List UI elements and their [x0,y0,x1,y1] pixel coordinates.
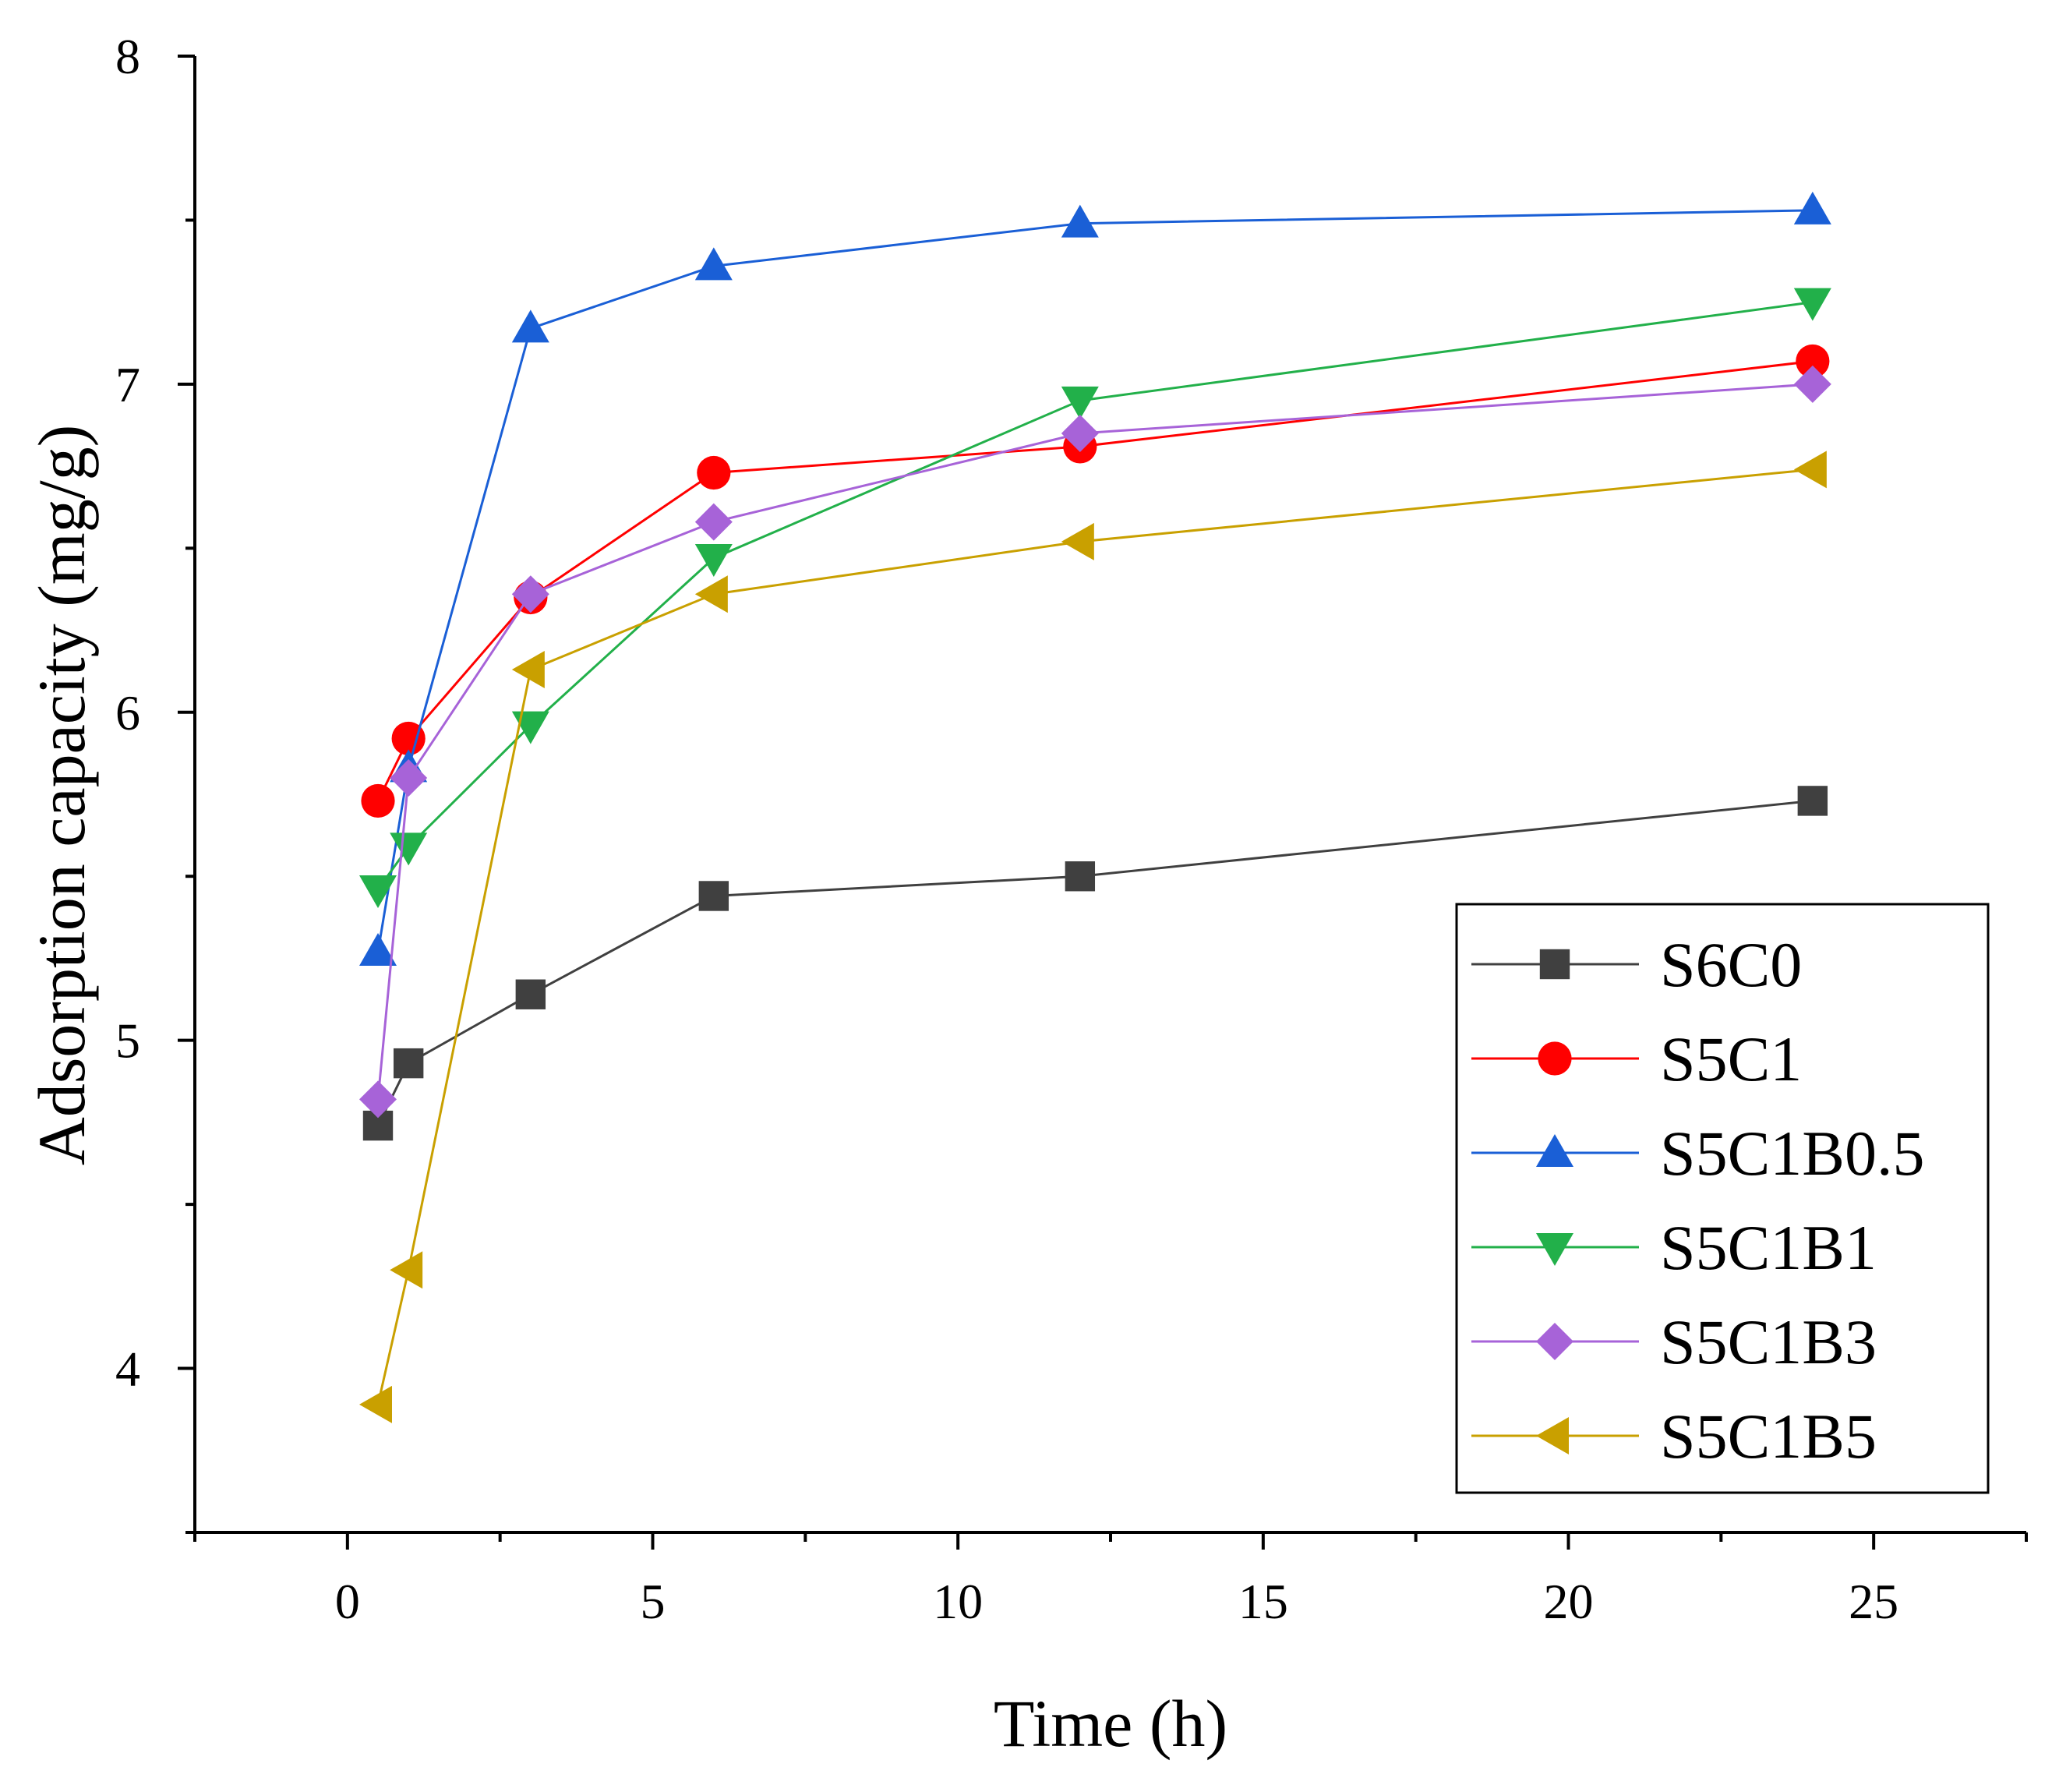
legend-marker-S5C1B1 [1536,1233,1573,1266]
data-point-S5C1B3 [511,575,549,613]
data-point-S5C1B5 [694,575,728,613]
legend-marker-S5C1 [1538,1041,1572,1076]
y-tick-label: 7 [115,357,140,412]
data-point-S6C0 [515,979,546,1009]
legend-item-S5C1: S5C1 [1471,1023,1802,1094]
legend-marker-S6C0 [1539,949,1570,980]
data-point-S5C1B5 [1061,522,1094,560]
data-point-S5C1B3 [1061,415,1099,453]
series-S5C1B3 [359,365,1831,1119]
data-point-S5C1B0.5 [511,309,549,343]
legend-item-S6C0: S6C0 [1471,929,1802,1000]
series-line-S5C1B5 [376,468,1813,1405]
x-tick-label: 15 [1238,1574,1288,1629]
data-point-S6C0 [698,881,729,911]
series-S5C1 [361,344,1830,818]
x-tick-label: 5 [641,1574,666,1629]
data-point-S6C0 [393,1048,424,1079]
legend-item-S5C1B5: S5C1B5 [1471,1401,1877,1472]
data-point-S5C1B0.5 [1061,204,1099,238]
data-point-S5C1B3 [390,758,428,797]
x-axis-label: Time (h) [994,1686,1227,1761]
data-point-S5C1 [361,783,395,818]
data-point-S5C1B1 [694,543,733,577]
y-tick-label: 5 [115,1013,140,1069]
data-point-S5C1B5 [359,1385,392,1423]
series-line-S5C1B3 [376,383,1813,1100]
data-point-S5C1 [1796,344,1830,379]
x-tick-label: 20 [1544,1574,1594,1629]
data-point-S5C1B5 [511,651,545,689]
data-point-S6C0 [1797,786,1828,816]
data-point-S5C1B1 [1793,288,1831,321]
data-point-S5C1B1 [359,875,397,909]
legend-marker-S5C1B5 [1536,1417,1569,1454]
legend: S6C0 S5C1 S5C1B0.5 S5C1B1 S5C1B3 S5C1B5 [1455,903,1990,1494]
data-point-S5C1B1 [1061,386,1099,419]
legend-item-S5C1B3: S5C1B3 [1471,1306,1877,1377]
legend-label-S5C1B0.5: S5C1B0.5 [1660,1118,1925,1189]
data-point-S5C1B1 [390,832,428,866]
legend-item-S5C1B0.5: S5C1B0.5 [1471,1118,1925,1189]
data-point-S6C0 [1065,861,1096,892]
series-line-S5C1B0.5 [376,209,1813,953]
ticks: 0 5 10 15 20 25 4 5 6 7 8 [115,29,2028,1629]
legend-item-S5C1B1: S5C1B1 [1471,1212,1877,1283]
data-point-S5C1B5 [390,1251,423,1289]
y-tick-label: 4 [115,1341,140,1397]
y-axis-label: Adsorption capacity (mg/g) [24,425,99,1166]
legend-label-S5C1B5: S5C1B5 [1660,1401,1877,1472]
legend-label-S5C1: S5C1 [1660,1023,1802,1094]
x-tick-label: 25 [1849,1574,1898,1629]
series-line-S5C1 [376,359,1814,802]
legend-label-S5C1B3: S5C1B3 [1660,1306,1877,1377]
y-tick-label: 6 [115,685,140,740]
data-point-S5C1B3 [359,1080,397,1119]
legend-marker-S5C1B3 [1536,1323,1573,1360]
series-S5C1B0.5 [359,191,1831,967]
data-point-S5C1B0.5 [694,247,733,281]
y-tick-label: 8 [115,29,140,84]
data-point-S5C1 [697,455,731,490]
data-point-S5C1B5 [1793,451,1827,489]
legend-label-S6C0: S6C0 [1660,929,1802,1000]
data-point-S5C1B0.5 [1793,191,1831,224]
data-point-S5C1B3 [694,503,733,541]
series-S5C1B5 [359,451,1827,1423]
series-layer [359,191,1831,1423]
x-tick-label: 10 [933,1574,983,1629]
legend-box [1455,903,1990,1494]
legend-marker-S5C1B0.5 [1536,1134,1573,1167]
data-point-S5C1B0.5 [359,933,397,967]
data-point-S5C1 [391,721,426,756]
series-S5C1B1 [359,288,1831,909]
data-point-S5C1B3 [1793,365,1831,403]
legend-label-S5C1B1: S5C1B1 [1660,1212,1877,1283]
x-tick-label: 0 [335,1574,360,1629]
